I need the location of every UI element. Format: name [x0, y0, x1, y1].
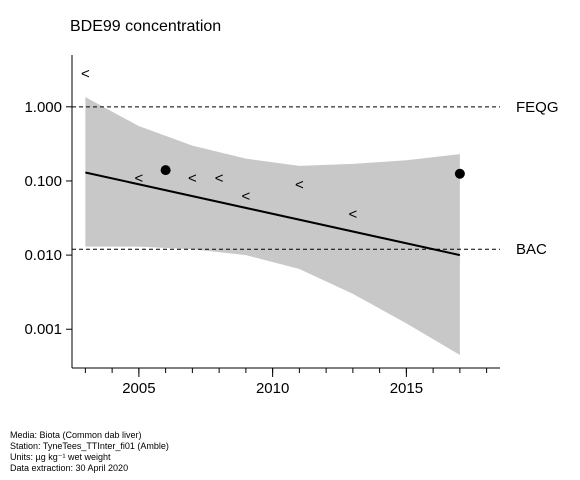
- confidence-band: [85, 97, 460, 355]
- chart-title: BDE99 concentration: [70, 18, 222, 35]
- y-tick-label: 0.010: [24, 247, 62, 264]
- less-than-point: <: [241, 188, 250, 205]
- y-tick-label: 0.100: [24, 173, 62, 190]
- less-than-point: <: [134, 170, 143, 187]
- data-point: [160, 165, 171, 176]
- less-than-point: <: [81, 66, 90, 83]
- ref-label-bac: BAC: [516, 241, 547, 258]
- ref-label-feqg: FEQG: [516, 99, 559, 116]
- footnote-extraction: Data extraction: 30 April 2020: [10, 463, 129, 473]
- footnote-media: Media: Biota (Common dab liver): [10, 430, 142, 440]
- footnote-units: Units: µg kg⁻¹ wet weight: [10, 452, 111, 462]
- x-tick-label: 2010: [256, 380, 289, 397]
- x-tick-label: 2005: [122, 380, 155, 397]
- footnote-station: Station: TyneTees_TTInter_fi01 (Amble): [10, 441, 169, 451]
- y-tick-label: 1.000: [24, 99, 62, 116]
- trend-line: [85, 171, 461, 257]
- less-than-point: <: [188, 170, 197, 187]
- data-point: [454, 168, 465, 179]
- less-than-point: <: [215, 170, 224, 187]
- less-than-point: <: [348, 206, 357, 223]
- x-tick-label: 2015: [390, 380, 423, 397]
- less-than-point: <: [295, 176, 304, 193]
- y-tick-label: 0.001: [24, 321, 62, 338]
